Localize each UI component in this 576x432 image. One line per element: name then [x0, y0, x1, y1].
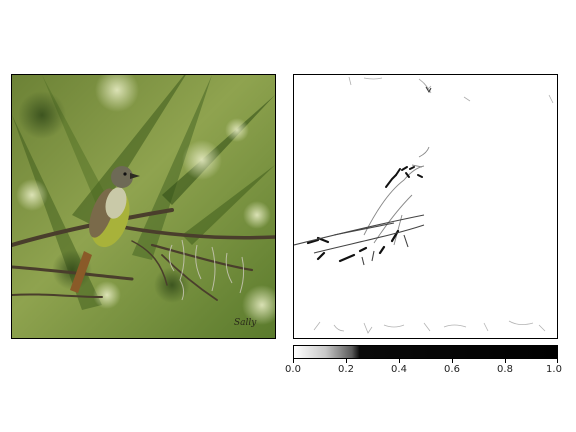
colorbar-tick [452, 359, 453, 363]
bird-icon [70, 166, 140, 293]
colorbar-tick [399, 359, 400, 363]
bird-photo-icon: Sally [12, 75, 275, 338]
colorbar-tick-label: 0.2 [338, 364, 354, 375]
colorbar-tick-label: 0.0 [285, 364, 301, 375]
colorbar-tick [505, 359, 506, 363]
colorbar-tick [557, 359, 558, 363]
watermark-text: Sally [234, 318, 257, 328]
bird-photo-panel: Sally [11, 74, 276, 339]
colorbar [293, 345, 558, 359]
saliency-map-icon [294, 75, 557, 338]
saliency-map-panel [293, 74, 558, 339]
colorbar-tick-label: 0.6 [444, 364, 460, 375]
colorbar-tick-label: 1.0 [546, 364, 562, 375]
colorbar-gradient [294, 346, 557, 358]
colorbar-tick-label: 0.8 [497, 364, 513, 375]
colorbar-tick-label: 0.4 [391, 364, 407, 375]
colorbar-tick [293, 359, 294, 363]
colorbar-tick [346, 359, 347, 363]
